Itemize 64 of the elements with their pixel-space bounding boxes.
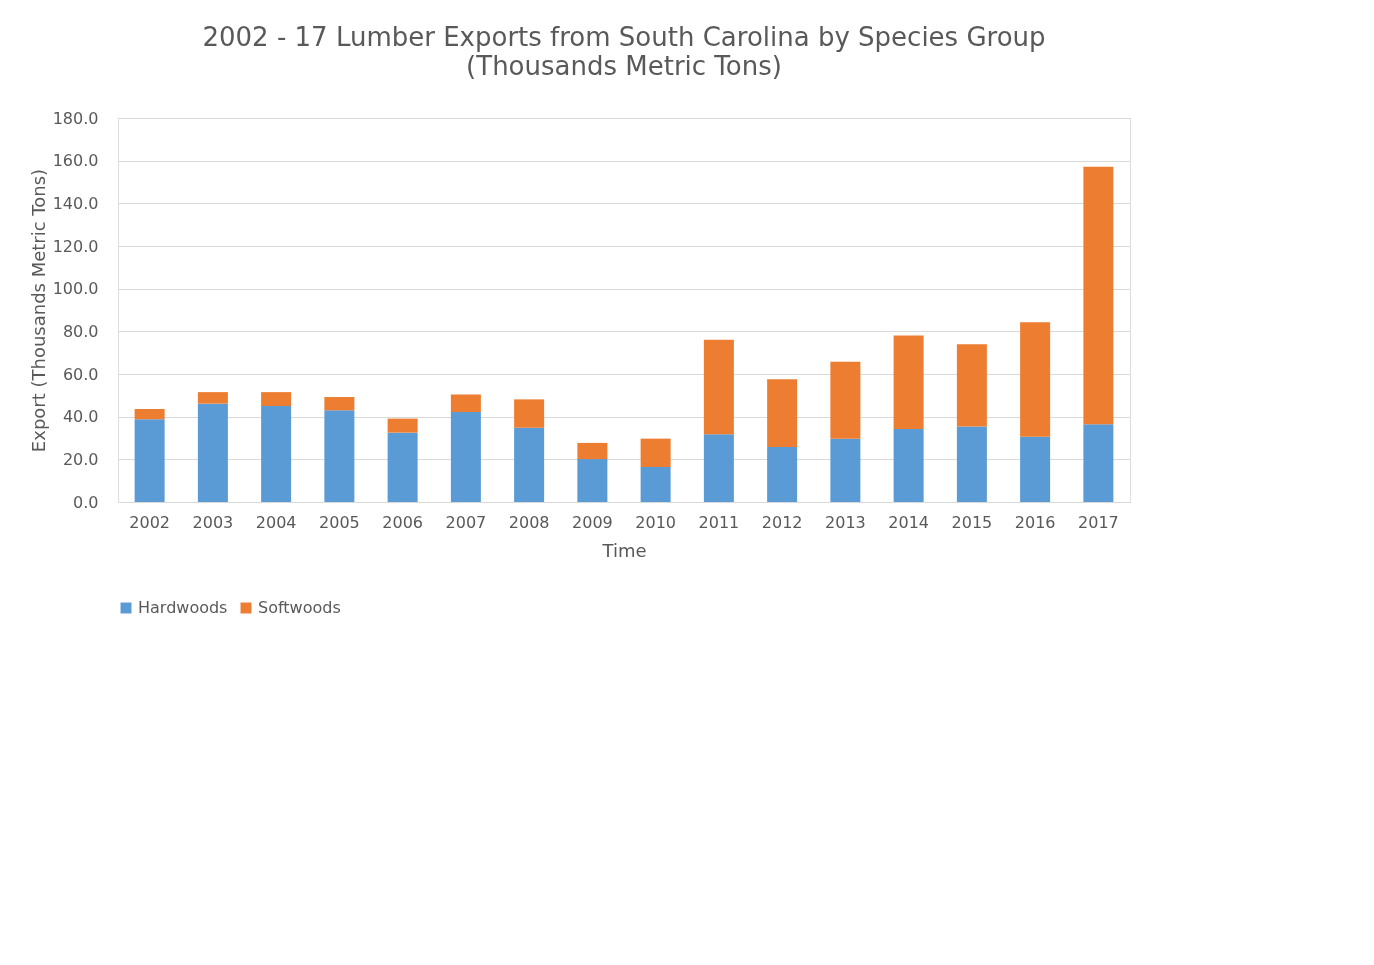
bar [956,344,987,427]
bar [703,434,734,502]
y-tick-label: 180.0 [52,108,99,128]
bar [450,394,481,412]
bar [640,438,671,468]
bar [1083,166,1114,425]
bar [261,406,292,502]
x-tick-label: 2009 [572,512,613,532]
chart-title: 2002 - 17 Lumber Exports from South Carolina by Species Group [202,22,1046,52]
bar [577,442,608,460]
x-tick-label: 2012 [761,512,803,532]
x-tick-label: 2004 [255,512,297,532]
y-tick-label: 60.0 [62,364,99,384]
bar [387,432,418,502]
bar [767,446,798,502]
y-tick-label: 20.0 [62,449,99,469]
x-axis-title: Time [601,539,647,561]
x-tick-label: 2017 [1078,512,1119,532]
x-tick-label: 2005 [319,512,360,532]
y-tick-label: 120.0 [52,236,99,256]
bar [387,418,418,433]
bar [1020,436,1051,502]
x-tick-label: 2010 [635,512,676,532]
legend-label: Softwoods [258,598,341,617]
bar [514,427,545,502]
x-tick-label: 2014 [888,512,929,532]
bar [324,397,355,411]
y-tick-label: 160.0 [52,151,99,171]
x-tick-label: 2003 [192,512,234,532]
bar [767,379,798,447]
bar [134,408,165,420]
x-tick-label: 2013 [825,512,866,532]
bar [577,459,608,502]
bar [703,339,734,435]
bar [956,426,987,502]
x-tick-label: 2007 [445,512,487,532]
x-tick-label: 2002 [129,512,170,532]
bar [450,411,481,502]
bar [640,467,671,502]
chart-subtitle: (Thousands Metric Tons) [466,51,782,81]
y-axis-title: Export (Thousands Metric Tons) [27,168,49,453]
bar [197,403,228,502]
bar [1020,322,1051,437]
bar [134,419,165,502]
y-tick-label: 0.0 [73,492,99,512]
bar [893,429,924,502]
legend-label: Hardwoods [138,598,228,617]
y-tick-label: 80.0 [62,321,99,341]
x-tick-label: 2015 [951,512,993,532]
bar [830,438,861,502]
x-tick-label: 2008 [508,512,550,532]
bar [197,392,228,404]
bar [514,399,545,428]
bar [261,392,292,406]
x-tick-label: 2006 [382,512,423,532]
bar [324,410,355,502]
x-tick-label: 2016 [1014,512,1056,532]
y-tick-label: 140.0 [52,193,99,213]
x-tick-label: 2011 [698,512,740,532]
bar [893,335,924,430]
y-tick-label: 100.0 [52,279,99,299]
bar [1083,424,1114,502]
bar [830,361,861,439]
y-tick-label: 40.0 [62,407,99,427]
